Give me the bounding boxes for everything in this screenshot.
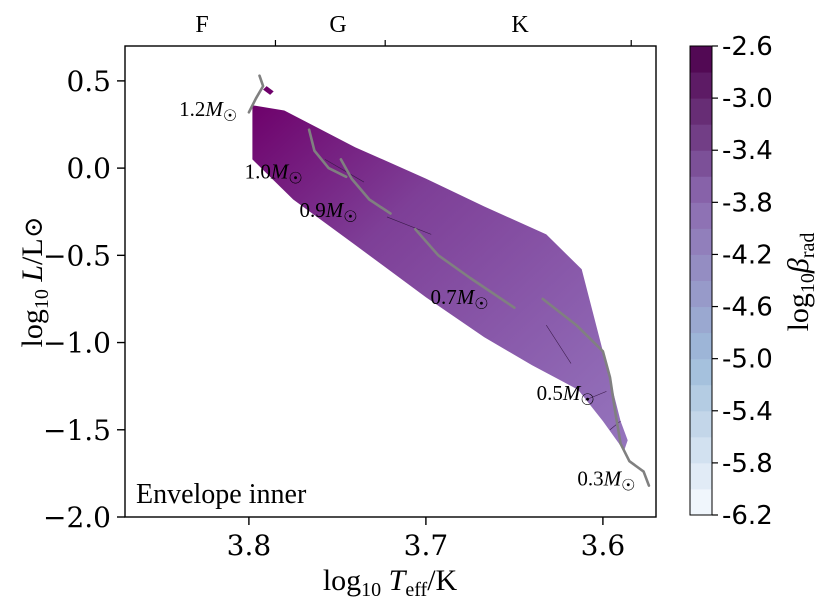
data-region-tip [263, 86, 274, 95]
track-0.5-msun [541, 297, 651, 487]
colorbar-tick-label: -6.2 [722, 501, 773, 531]
colorbar-tick-label: -4.6 [722, 293, 773, 323]
y-tick-label: −2.0 [43, 501, 111, 534]
colorbar-tick-label: -5.8 [722, 449, 773, 479]
spectral-label-K: K [511, 12, 529, 38]
y-tick-label: 0.5 [66, 65, 111, 98]
mass-labels: 1.2M☉ 1.0M☉ 0.9M☉ 0.7M☉ 0.5M☉ 0.3M☉ [179, 97, 635, 495]
colorbar-segment [690, 410, 712, 438]
colorbar-tick-label: -3.0 [722, 84, 773, 114]
track-1.0-msun [307, 128, 348, 179]
x-axis-title: log10 Teff/K [323, 564, 458, 601]
y-tick-label: 0.0 [66, 152, 111, 185]
colorbar-segment [690, 462, 712, 490]
colorbar-segment [690, 176, 712, 203]
colorbar-segment [690, 332, 712, 360]
spectral-label-F: F [195, 12, 208, 38]
colorbar-ticks: -2.6 -3.0 -3.4 -3.8 -4.2 -4.6 -5.0 -5.4 -5.8 -6.2 [712, 32, 773, 531]
x-tick-label: 3.7 [404, 529, 449, 562]
x-tick-label: 3.6 [581, 529, 626, 562]
colorbar-tick-label: -3.8 [722, 188, 773, 218]
colorbar-segment [690, 72, 712, 99]
y-axis-title: log10 L/L⊙ [16, 217, 53, 348]
contour-line [386, 216, 432, 235]
track-0.9-msun [339, 158, 392, 215]
mass-label: 0.9M☉ [300, 198, 358, 226]
y-tick-label: −1.5 [43, 414, 111, 447]
contour-line [585, 391, 607, 401]
colorbar-segment [690, 202, 712, 229]
mass-label: 0.3M☉ [577, 467, 635, 495]
colorbar-segment [690, 150, 712, 177]
mass-label: 1.0M☉ [245, 160, 303, 188]
mass-label: 1.2M☉ [179, 97, 237, 125]
colorbar-tick-label: -3.4 [722, 136, 773, 166]
contour-line [609, 420, 621, 431]
colorbar-segment [690, 228, 712, 255]
track-1.2-msun [247, 74, 265, 114]
y-tick-label: −0.5 [43, 239, 111, 272]
data-region [252, 105, 628, 451]
panel-label: Envelope inner [136, 479, 307, 510]
colorbar-segment [690, 358, 712, 386]
y-tick-label: −1.0 [43, 327, 111, 360]
colorbar-frame [689, 45, 713, 516]
colorbar-segment [690, 254, 712, 281]
colorbar-segment [690, 46, 712, 73]
contour-lines [324, 159, 621, 431]
contour-line [546, 324, 572, 364]
x-axis-ticks: 3.8 3.7 3.6 [227, 517, 626, 562]
colorbar-segment [690, 488, 712, 516]
mass-label: 0.7M☉ [430, 285, 488, 313]
x-tick-label: 3.8 [227, 529, 272, 562]
colorbar-tick-label: -4.2 [722, 240, 773, 270]
spectral-label-G: G [329, 12, 346, 38]
plot-frame [124, 45, 657, 518]
spectral-axis: F G K [195, 12, 632, 46]
mass-label: 0.5M☉ [537, 381, 595, 409]
colorbar-tick-label: -5.0 [722, 345, 773, 375]
colorbar-segment [690, 306, 712, 334]
colorbar-segment [690, 384, 712, 412]
colorbar-segment [690, 280, 712, 308]
colorbar [690, 46, 712, 516]
colorbar-segment [690, 436, 712, 464]
track-0.7-msun [414, 227, 516, 309]
colorbar-tick-label: -2.6 [722, 32, 773, 62]
contour-line [324, 159, 365, 183]
colorbar-tick-label: -5.4 [722, 397, 773, 427]
colorbar-segment [690, 98, 712, 125]
evolution-tracks [247, 74, 651, 487]
colorbar-title: log10βrad [782, 233, 819, 332]
colorbar-segment [690, 124, 712, 151]
y-axis-ticks: 0.5 0.0 −0.5 −1.0 −1.5 −2.0 [43, 65, 125, 534]
